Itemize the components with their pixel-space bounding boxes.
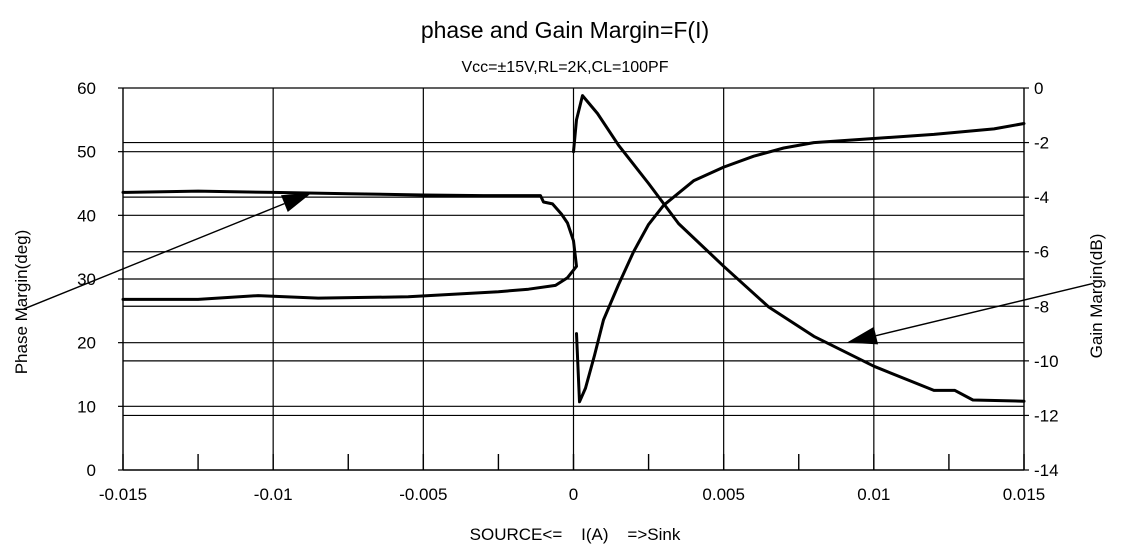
chart-title: phase and Gain Margin=F(I) [421, 17, 709, 43]
y-axis-right-label: Gain Margin(dB) [1087, 234, 1106, 359]
x-axis-label: SOURCE<= I(A) =>Sink [470, 525, 681, 544]
y-left-tick-label: 30 [77, 270, 96, 289]
y-left-tick-label: 20 [77, 334, 96, 353]
series-line-3 [572, 94, 1026, 403]
x-tick-label: -0.01 [254, 485, 293, 504]
annotation-arrowhead [846, 326, 879, 345]
annotation-shaft [23, 203, 285, 310]
y-right-tick-label: 0 [1034, 79, 1043, 98]
x-tick-label: 0.015 [1003, 485, 1046, 504]
annotation-arrows [23, 192, 1094, 345]
series-line-1 [121, 189, 578, 301]
chart-subtitle: Vcc=±15V,RL=2K,CL=100PF [462, 59, 669, 76]
y-right-tick-label: -8 [1034, 297, 1049, 316]
y-left-tick-label: 0 [87, 461, 96, 480]
axes [118, 87, 1029, 471]
y-right-tick-label: -12 [1034, 406, 1059, 425]
annotation-arrow-gain [846, 282, 1094, 345]
x-tick-label: 0 [569, 485, 578, 504]
annotation-shaft [875, 282, 1094, 337]
series-line-2 [575, 122, 1026, 404]
x-tick-label: 0.01 [857, 485, 890, 504]
y-right-tick-label: -4 [1034, 188, 1049, 207]
y-axis-left-label: Phase Margin(deg) [12, 230, 31, 375]
y-right-tick-label: -10 [1034, 352, 1059, 371]
annotation-arrowhead [281, 192, 313, 212]
annotation-arrow-phase [23, 192, 313, 310]
x-tick-label: -0.015 [99, 485, 147, 504]
y-left-tick-label: 40 [77, 206, 96, 225]
y-right-tick-label: -2 [1034, 134, 1049, 153]
data-series [121, 94, 1026, 404]
y-right-tick-label: -6 [1034, 243, 1049, 262]
tick-labels: -0.015 -0.01 -0.005 0 0.005 0.01 0.015 0 10 20 30 4… [77, 79, 1059, 504]
x-tick-label: -0.005 [399, 485, 447, 504]
y-left-tick-label: 50 [77, 143, 96, 162]
x-tick-label: 0.005 [702, 485, 745, 504]
y-left-tick-label: 10 [77, 397, 96, 416]
y-right-tick-label: -14 [1034, 461, 1059, 480]
y-left-tick-label: 60 [77, 79, 96, 98]
